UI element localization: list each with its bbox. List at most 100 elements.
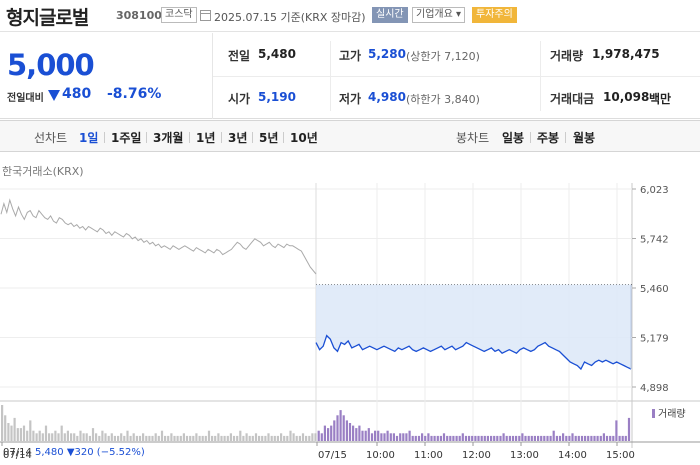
- tab-divider: [252, 132, 253, 143]
- volume-bar: [330, 425, 333, 441]
- volume-bar: [455, 435, 458, 441]
- volume-bar: [605, 435, 609, 441]
- volume-bar: [236, 435, 239, 441]
- trading-amount-value: 10,098: [603, 90, 650, 104]
- tab-1y[interactable]: 1년: [196, 131, 216, 145]
- volume-bar: [95, 433, 98, 441]
- volume-bar: [289, 430, 292, 441]
- volume-bar: [414, 435, 417, 441]
- volume-bar: [138, 435, 142, 441]
- volume-bar: [101, 430, 104, 441]
- volume-bar: [311, 433, 314, 441]
- x-tick-label: 15:00: [606, 450, 635, 461]
- volume-bar: [493, 435, 496, 441]
- y-tick-label: 5,179: [640, 334, 669, 345]
- volume-bar: [98, 435, 101, 441]
- price-chart[interactable]: 6,023 5,742 5,460 5,179 4,898 07/14 07/15 10:00…: [0, 153, 700, 465]
- tab-monthly-candle[interactable]: 월봉: [573, 131, 596, 145]
- tab-3y[interactable]: 3년: [228, 131, 248, 145]
- current-price-box: 5,000 전일대비 480 -8.76%: [0, 33, 213, 119]
- down-triangle-icon: [48, 90, 60, 101]
- volume-bar: [430, 435, 433, 441]
- volume-bar: [229, 433, 232, 441]
- volume-bar: [145, 435, 148, 441]
- volume-bar: [483, 435, 486, 441]
- prev-day-line: [0, 198, 317, 275]
- volume-bar: [164, 435, 167, 441]
- y-tick-label: 5,460: [640, 284, 669, 295]
- volume-bar: [615, 420, 618, 441]
- company-info-label: 기업개요: [416, 9, 453, 20]
- volume-bar: [490, 435, 493, 441]
- volume-bar: [527, 435, 530, 441]
- line-chart-title: 선차트: [34, 131, 68, 145]
- tab-weekly-candle[interactable]: 주봉: [537, 131, 560, 145]
- tab-3m[interactable]: 3개월: [153, 131, 184, 145]
- volume-bar: [211, 435, 214, 441]
- market-badge: 코스닥: [161, 7, 197, 23]
- volume-bar: [104, 433, 107, 441]
- volume-bar: [461, 433, 464, 441]
- volume-bar: [1, 405, 4, 441]
- volume-bar: [48, 433, 51, 441]
- volume-bar: [505, 435, 508, 441]
- tab-5y[interactable]: 5년: [259, 131, 279, 145]
- prev-info-value: 5,480: [35, 447, 64, 458]
- volume-bar: [185, 435, 189, 441]
- investment-warning-badge: 투자주의: [472, 7, 517, 23]
- quote-col-divider: [330, 41, 331, 111]
- volume-bar: [276, 435, 279, 441]
- volume-bar: [515, 435, 518, 441]
- company-info-dropdown[interactable]: 기업개요 ▾: [412, 7, 466, 23]
- volume-bar: [602, 433, 605, 441]
- volume-bar: [442, 433, 446, 441]
- realtime-button[interactable]: 실시간: [372, 7, 408, 23]
- tab-divider: [565, 132, 566, 143]
- volume-bar: [239, 430, 242, 441]
- volume-bar: [29, 420, 32, 441]
- volume-bar: [540, 435, 543, 441]
- trading-amount-unit: 백만: [649, 92, 672, 106]
- volume-bar: [533, 435, 536, 441]
- volume-bar: [618, 435, 621, 441]
- volume-bar: [148, 435, 151, 441]
- volume-bar: [251, 435, 254, 441]
- volume-bar: [160, 430, 164, 441]
- volume-bar: [402, 433, 405, 441]
- volume-bar: [192, 435, 195, 441]
- volume-bar: [571, 433, 574, 441]
- volume-bar: [82, 433, 85, 441]
- volume-bar: [587, 435, 590, 441]
- volume-bar: [232, 435, 236, 441]
- volume-bar: [54, 430, 57, 441]
- volume-bar: [480, 435, 483, 441]
- volume-bar: [110, 433, 113, 441]
- volume-bar: [317, 430, 320, 441]
- tab-daily-candle[interactable]: 일봉: [502, 131, 525, 145]
- tab-10y[interactable]: 10년: [290, 131, 318, 145]
- volume-bar: [201, 435, 204, 441]
- volume-bar: [543, 435, 546, 441]
- volume-bar: [41, 433, 44, 441]
- high-value: 5,280: [368, 47, 406, 61]
- volume-bar: [88, 435, 91, 441]
- volume-bar: [57, 433, 60, 441]
- volume-bar: [113, 435, 116, 441]
- volume-bar: [508, 435, 511, 441]
- volume-bar: [76, 435, 79, 441]
- volume-bar: [486, 435, 489, 441]
- volume-bar: [593, 435, 596, 441]
- volume-bar: [173, 435, 176, 441]
- volume-bar: [511, 435, 515, 441]
- date-text: 2025.07.15 기준(KRX 장마감): [214, 11, 366, 24]
- volume-bar: [44, 425, 48, 441]
- volume-bar: [370, 433, 374, 441]
- volume-bar: [558, 435, 562, 441]
- volume-bar: [496, 435, 499, 441]
- volume-legend: 거래량: [652, 405, 686, 420]
- tab-1w[interactable]: 1주일: [111, 131, 142, 145]
- tab-1d[interactable]: 1일: [79, 131, 99, 145]
- volume-bar: [421, 433, 424, 441]
- volume-bar: [151, 435, 154, 441]
- volume-bar: [358, 425, 361, 441]
